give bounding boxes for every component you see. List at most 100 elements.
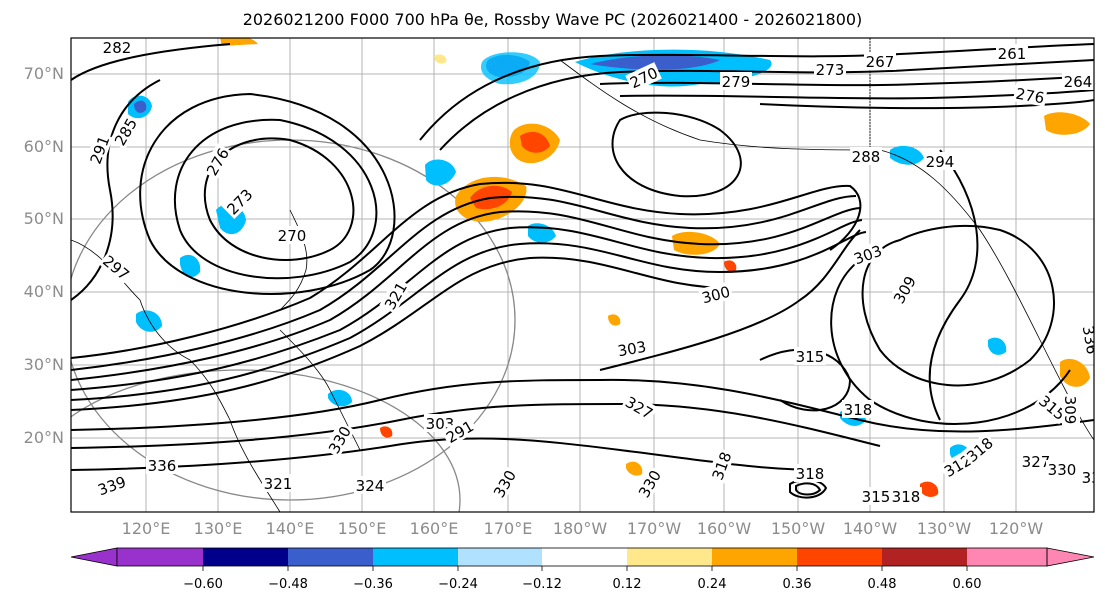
contour-label: 336 bbox=[1079, 324, 1102, 355]
colorbar-bin-1 bbox=[117, 548, 203, 566]
lat-label-60n: 60°N bbox=[23, 137, 64, 156]
shade-blue-16 bbox=[890, 145, 924, 165]
colorbar-bin-10 bbox=[882, 548, 967, 566]
contour-label: 330 bbox=[1048, 461, 1077, 479]
lon-label-160w: 160°W bbox=[696, 519, 752, 538]
contour-label: 324 bbox=[356, 477, 385, 495]
contour-label-bg bbox=[996, 44, 1028, 62]
contour-label-bg bbox=[720, 72, 752, 90]
contour-10 bbox=[619, 89, 1094, 100]
colorbar-bin-3 bbox=[288, 548, 373, 566]
contour-label-bg bbox=[707, 447, 735, 484]
contour-18 bbox=[71, 378, 1094, 433]
contour-3 bbox=[71, 231, 867, 401]
contour-21 bbox=[599, 229, 861, 371]
shade-blue-11 bbox=[136, 310, 162, 332]
shade-orange-10 bbox=[626, 461, 643, 476]
colorbar-label-pos060: 0.60 bbox=[952, 577, 982, 592]
contour-label-bg bbox=[614, 336, 650, 360]
colorbar-label-pos024: 0.24 bbox=[697, 577, 727, 592]
contour-label-bg bbox=[890, 487, 922, 505]
lon-label-160e: 160°E bbox=[409, 519, 459, 538]
contour-4 bbox=[71, 256, 731, 411]
contour-27 bbox=[71, 79, 161, 301]
colorbar-bin-5 bbox=[458, 548, 542, 566]
lon-label-150e: 150°E bbox=[337, 519, 387, 538]
shade-blue-12 bbox=[988, 337, 1007, 355]
contour-label: 273 bbox=[816, 61, 845, 79]
contour-14 bbox=[139, 92, 396, 295]
lon-label-150w: 150°W bbox=[770, 519, 826, 538]
gridlines bbox=[71, 38, 1094, 512]
colorbar-label-neg024: −0.24 bbox=[438, 577, 478, 592]
contour-11 bbox=[759, 99, 1094, 110]
contour-label: 309 bbox=[1061, 396, 1079, 425]
lat-label-70n: 70°N bbox=[23, 64, 64, 83]
contour-label-bg bbox=[697, 281, 734, 307]
contour-label-bg bbox=[633, 465, 665, 502]
colorbar-extend-low bbox=[70, 547, 118, 567]
colorbar-label-neg036: −0.36 bbox=[353, 577, 393, 592]
contour-label-bg bbox=[625, 62, 662, 93]
contour-6 bbox=[71, 181, 862, 359]
colorbar bbox=[70, 547, 1095, 571]
lon-label-170e: 170°E bbox=[483, 519, 533, 538]
contour-label-bg bbox=[109, 113, 141, 150]
lon-label-120e: 120°E bbox=[121, 519, 171, 538]
contour-label-bg bbox=[849, 240, 886, 268]
contour-label-bg bbox=[276, 226, 308, 244]
shade-orange-9 bbox=[380, 426, 393, 438]
contour-label-bg bbox=[221, 183, 257, 219]
shade-blue-6 bbox=[134, 100, 147, 113]
contour-label-bg bbox=[441, 415, 478, 447]
contour-16 bbox=[861, 224, 1055, 387]
map-title: 2026021200 F000 700 hPa θe, Rossby Wave … bbox=[242, 10, 863, 29]
shade-orange-11 bbox=[724, 260, 737, 272]
colorbar-extend-high bbox=[1046, 547, 1095, 567]
contour-label-bg bbox=[860, 487, 892, 505]
lon-label-180w: 180°W bbox=[552, 519, 608, 538]
lat-label-20n: 20°N bbox=[23, 428, 64, 447]
contour-label-bg bbox=[961, 432, 998, 467]
contour-label: 282 bbox=[103, 39, 132, 57]
contour-1 bbox=[71, 207, 861, 381]
contour-label-bg bbox=[354, 476, 386, 494]
contour-label-bg bbox=[1020, 452, 1052, 470]
lat-label-40n: 40°N bbox=[23, 282, 64, 301]
contour-label-bg bbox=[1062, 72, 1094, 90]
contour-label: 315 bbox=[862, 488, 891, 506]
contour-label-bg bbox=[1034, 390, 1071, 425]
contour-label: 264 bbox=[1064, 73, 1093, 91]
lon-label-140w: 140°W bbox=[842, 519, 898, 538]
contour-8 bbox=[439, 59, 1094, 151]
shade-yellow-1 bbox=[434, 54, 447, 64]
contour-label-bg bbox=[850, 147, 882, 165]
contour-label: 267 bbox=[866, 53, 895, 71]
lon-label-130w: 130°W bbox=[916, 519, 972, 538]
contour-label-bg bbox=[794, 464, 826, 482]
contour-label-bg bbox=[201, 143, 233, 180]
contour-label: 318 bbox=[796, 465, 825, 483]
colorbar-bin-8 bbox=[712, 548, 797, 566]
contour-label: 279 bbox=[722, 73, 751, 91]
contour-label: 333 bbox=[1082, 469, 1105, 487]
map-frame bbox=[70, 37, 1095, 513]
contour-label-bg bbox=[621, 391, 658, 423]
colorbar-bin-7 bbox=[627, 548, 712, 566]
contour-label: 321 bbox=[264, 475, 293, 493]
shade-blue-15 bbox=[328, 389, 352, 407]
contour-19 bbox=[71, 402, 881, 449]
contour-26 bbox=[928, 149, 979, 421]
contour-label: 294 bbox=[926, 153, 955, 171]
contour-label: 327 bbox=[1022, 453, 1051, 471]
colorbar-label-pos048: 0.48 bbox=[867, 577, 897, 592]
shade-blue-8 bbox=[425, 159, 456, 186]
shade-orange-7 bbox=[1060, 358, 1090, 387]
colorbar-frame bbox=[116, 547, 1048, 567]
contour-label: 261 bbox=[998, 45, 1027, 63]
shade-blue-4 bbox=[480, 52, 540, 85]
shade-orange-13 bbox=[920, 481, 939, 497]
contour-label: 336 bbox=[148, 457, 177, 475]
lat-label-30n: 30°N bbox=[23, 355, 64, 374]
lon-label-140e: 140°E bbox=[265, 519, 315, 538]
